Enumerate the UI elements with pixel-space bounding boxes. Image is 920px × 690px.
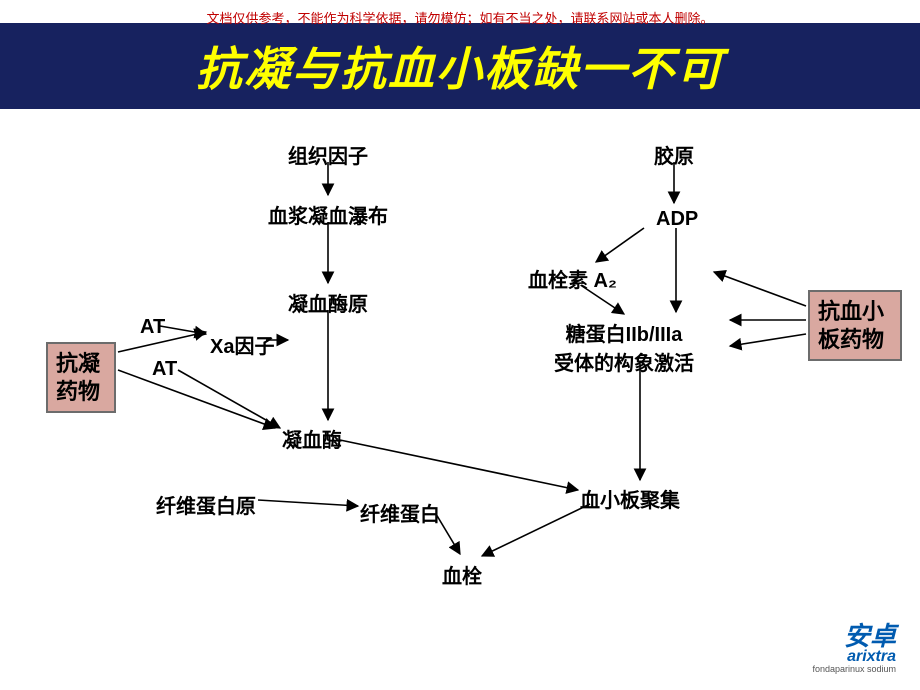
- node-plt_agg: 血小板聚集: [580, 484, 680, 513]
- node-adp: ADP: [656, 208, 698, 231]
- box-anticoag: 抗凝药物: [46, 342, 116, 413]
- node-plasma_cascade: 血浆凝血瀑布: [268, 200, 388, 229]
- box-antiplatelet: 抗血小板药物: [808, 290, 902, 361]
- edge: [714, 272, 806, 306]
- node-txa2: 血栓素 A₂: [528, 264, 617, 293]
- node-tissue_factor: 组织因子: [288, 140, 368, 169]
- node-gp: 糖蛋白IIb/IIIa受体的构象激活: [554, 318, 694, 376]
- brand-sub: fondaparinux sodium: [812, 665, 896, 674]
- edge: [730, 334, 806, 346]
- node-fibrin: 纤维蛋白: [360, 498, 440, 527]
- edge: [340, 440, 578, 490]
- edge: [596, 228, 644, 262]
- brand-logo: 安卓 arixtra fondaparinux sodium: [812, 623, 896, 674]
- brand-cn: 安卓: [812, 623, 896, 649]
- node-at1: AT: [140, 316, 165, 339]
- node-fibrinogen: 纤维蛋白原: [156, 490, 256, 519]
- edge: [258, 500, 358, 506]
- disclaimer-text: 文档仅供参考，不能作为科学依据，请勿模仿；如有不当之处，请联系网站或本人删除。: [0, 8, 920, 27]
- edge: [160, 326, 206, 334]
- page-title: 抗凝与抗血小板缺一不可: [196, 33, 724, 99]
- edge: [118, 370, 275, 428]
- brand-en: arixtra: [812, 649, 896, 665]
- node-collagen: 胶原: [654, 140, 694, 169]
- node-xa: Xa因子: [210, 330, 274, 359]
- edge: [482, 504, 590, 556]
- node-thrombus: 血栓: [442, 560, 482, 589]
- node-prothrombin: 凝血酶原: [288, 288, 368, 317]
- node-at2: AT: [152, 358, 177, 381]
- node-thrombin: 凝血酶: [282, 424, 342, 453]
- edge: [178, 370, 280, 428]
- title-band: 抗凝与抗血小板缺一不可: [0, 22, 920, 110]
